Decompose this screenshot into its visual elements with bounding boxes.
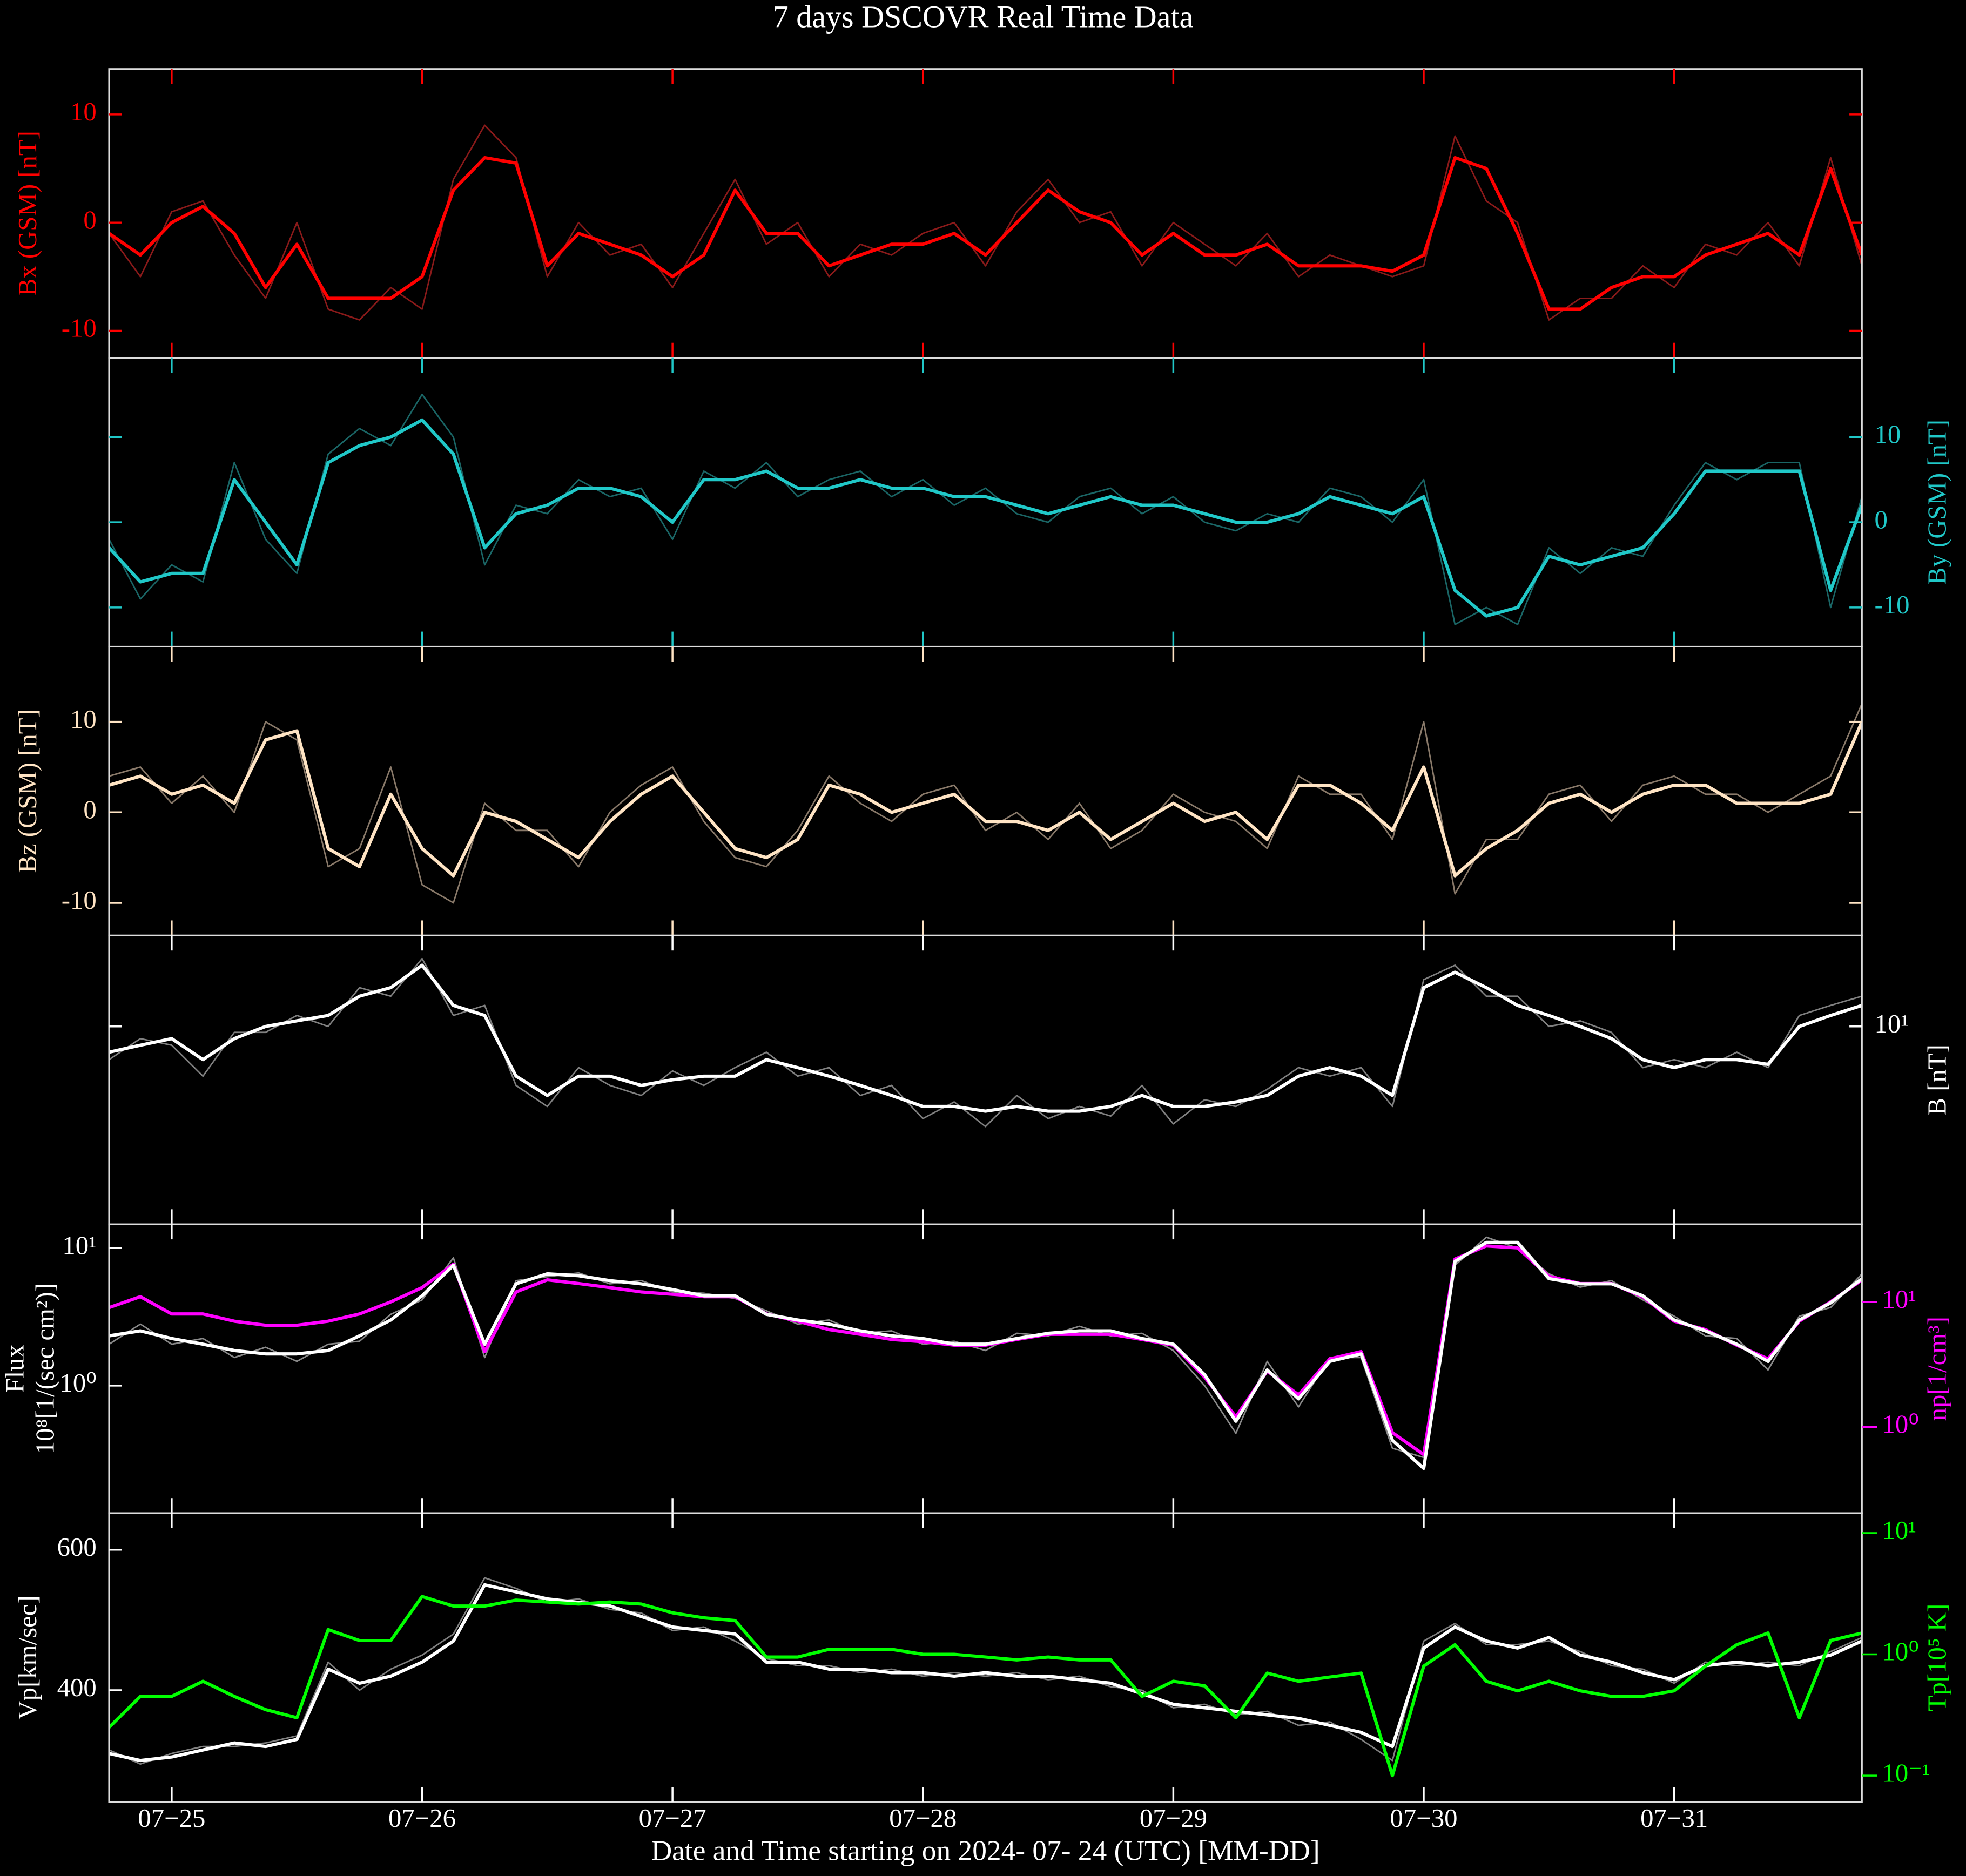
x-tick-label: 07−30 xyxy=(1390,1804,1457,1833)
data-line xyxy=(109,418,1862,618)
y2-axis-label: Tp[10⁵ K] xyxy=(1922,1604,1951,1712)
y-tick-label: 10⁰ xyxy=(59,1368,96,1398)
panel-frame xyxy=(108,357,1863,647)
data-line xyxy=(109,1595,1862,1778)
y-tick-label: 10¹ xyxy=(62,1231,96,1260)
y-axis-label: B [nT] xyxy=(1922,1044,1951,1115)
y-axis-label: Vp[km/sec] xyxy=(13,1595,42,1719)
y-tick-label: 10 xyxy=(70,97,97,126)
x-tick-label: 07−28 xyxy=(889,1804,957,1833)
y2-tick-label: 10⁰ xyxy=(1882,1409,1918,1439)
panel-frame xyxy=(108,1512,1863,1803)
y-tick-label: 0 xyxy=(83,205,96,234)
y-axis-label: By (GSM) [nT] xyxy=(1922,420,1951,585)
data-line xyxy=(109,1236,1862,1459)
plot-area xyxy=(109,1577,1862,1778)
data-line xyxy=(109,1583,1862,1763)
y-axis-label: 10⁸[1/(sec cm²)] xyxy=(30,1283,59,1454)
x-tick-label: 07−26 xyxy=(388,1804,456,1833)
y2-tick-label: 10¹ xyxy=(1882,1285,1916,1314)
y-tick-label: 10 xyxy=(1875,420,1901,449)
data-line xyxy=(109,156,1862,311)
data-line xyxy=(109,1577,1862,1765)
y-tick-label: 600 xyxy=(57,1533,97,1562)
plot-area xyxy=(109,394,1862,625)
plot-area xyxy=(109,1236,1862,1470)
x-tick-label: 07−25 xyxy=(138,1804,205,1833)
y-tick-label: -10 xyxy=(1875,590,1910,619)
y-tick-label: 400 xyxy=(57,1673,97,1702)
y-tick-label: -10 xyxy=(62,314,97,343)
x-tick-label: 07−29 xyxy=(1140,1804,1207,1833)
x-tick-label: 07−31 xyxy=(1640,1804,1708,1833)
data-line xyxy=(109,124,1862,321)
y2-axis-label: np[1/cm³] xyxy=(1922,1317,1951,1421)
y-tick-label: 0 xyxy=(1875,505,1888,534)
y-axis-label: Flux xyxy=(1,1345,30,1393)
panel-frame xyxy=(108,645,1863,936)
panel-frame xyxy=(108,68,1863,359)
data-line xyxy=(109,963,1862,1113)
y-tick-label: -10 xyxy=(62,886,97,915)
x-tick-label: 07−27 xyxy=(639,1804,706,1833)
y-axis-label: Bx (GSM) [nT] xyxy=(13,131,42,296)
y-tick-label: 0 xyxy=(83,795,96,824)
plot-area xyxy=(109,957,1862,1128)
y2-tick-label: 10⁻¹ xyxy=(1882,1758,1930,1787)
data-line xyxy=(109,703,1862,904)
panel-frame xyxy=(108,1223,1863,1514)
data-line xyxy=(109,1240,1862,1470)
data-line xyxy=(109,957,1862,1128)
y-axis-label: Bz (GSM) [nT] xyxy=(13,709,42,873)
y-tick-label: 10¹ xyxy=(1875,1009,1909,1038)
data-line xyxy=(109,721,1862,878)
panel-frame xyxy=(108,934,1863,1225)
y2-tick-label: 10¹ xyxy=(1882,1516,1916,1545)
y-tick-label: 10 xyxy=(70,705,97,734)
plot-area xyxy=(109,703,1862,904)
y2-tick-label: 10⁰ xyxy=(1882,1637,1918,1666)
chart-title: 7 days DSCOVR Real Time Data xyxy=(773,0,1193,34)
plot-area xyxy=(109,124,1862,321)
x-axis-label: Date and Time starting on 2024- 07- 24 (… xyxy=(651,1834,1320,1866)
data-line xyxy=(109,394,1862,625)
